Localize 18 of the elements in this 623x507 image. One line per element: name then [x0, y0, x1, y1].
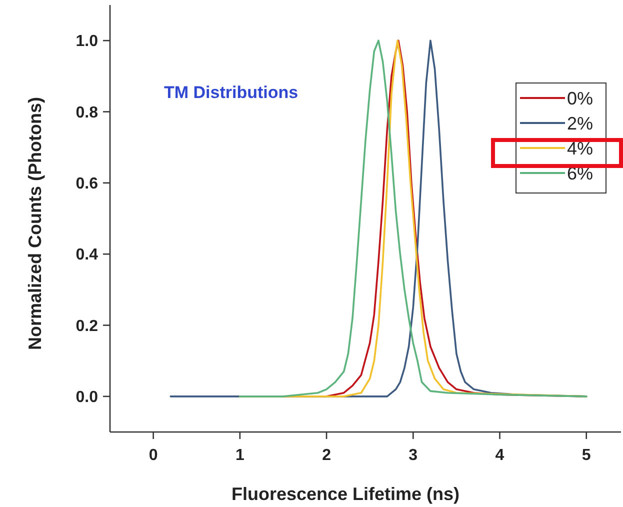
x-tick-label: 4	[495, 447, 504, 464]
legend-label: 4%	[567, 138, 594, 158]
y-axis-title: Normalized Counts (Photons)	[25, 97, 45, 350]
x-tick-label: 2	[322, 447, 332, 464]
y-tick-label: 1.0	[76, 33, 98, 50]
x-axis-title: Fluorescence Lifetime (ns)	[231, 484, 460, 504]
y-tick-label: 0.2	[76, 318, 98, 335]
y-tick-label: 0.0	[76, 389, 98, 406]
legend-label: 0%	[567, 88, 594, 108]
x-tick-label: 1	[235, 447, 244, 464]
x-tick-label: 5	[582, 447, 591, 464]
x-tick-label: 3	[408, 447, 418, 464]
y-tick-label: 0.4	[76, 246, 98, 264]
y-tick-label: 0.6	[76, 176, 98, 193]
legend-label: 2%	[567, 113, 594, 134]
annotation: TM Distributions	[164, 83, 298, 102]
x-tick-label: 0	[148, 447, 158, 464]
y-tick-label: 0.8	[76, 104, 98, 122]
